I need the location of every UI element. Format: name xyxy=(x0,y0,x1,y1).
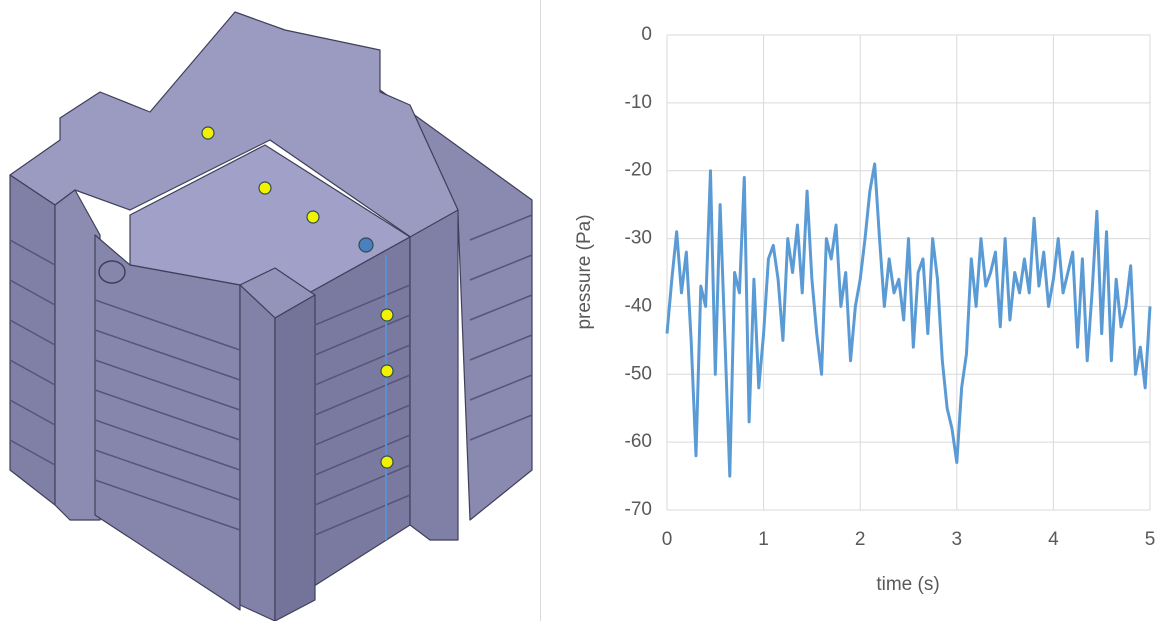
y-tick-label: -40 xyxy=(625,295,652,316)
x-tick-label: 5 xyxy=(1145,529,1156,550)
y-axis-label: pressure (Pa) xyxy=(574,214,595,329)
y-tick-label: -50 xyxy=(625,363,652,384)
x-tick-label: 2 xyxy=(855,529,866,550)
y-tick-label: -10 xyxy=(625,92,652,113)
y-tick-label: -30 xyxy=(625,228,652,249)
y-tick-label: 0 xyxy=(641,24,652,45)
x-tick-label: 3 xyxy=(952,529,963,550)
building-model xyxy=(10,12,532,621)
x-tick-label: 0 xyxy=(662,529,673,550)
x-tick-label: 4 xyxy=(1048,529,1059,550)
y-tick-label: -70 xyxy=(625,499,652,520)
y-tick-label: -60 xyxy=(625,431,652,452)
x-axis-label: time (s) xyxy=(876,574,939,595)
x-tick-label: 1 xyxy=(758,529,769,550)
y-tick-label: -20 xyxy=(625,160,652,181)
